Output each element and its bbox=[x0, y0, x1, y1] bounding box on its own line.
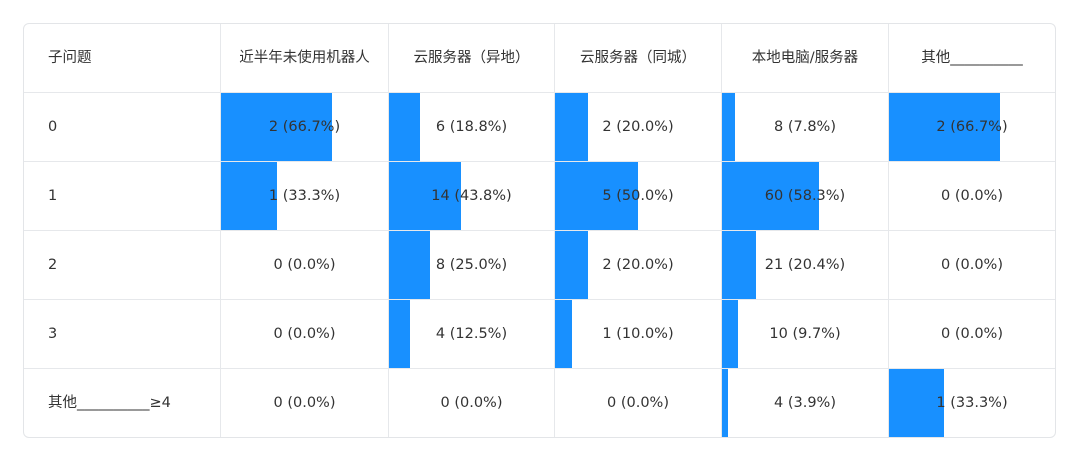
row-label-cell: 其他__________≥4 bbox=[24, 369, 221, 437]
data-cell: 0 (0.0%) bbox=[889, 231, 1055, 300]
cell-value: 60 (58.3%) bbox=[764, 188, 846, 204]
cell-value: 0 (0.0%) bbox=[273, 257, 336, 273]
cell-value: 1 (10.0%) bbox=[602, 326, 674, 342]
data-cell: 10 (9.7%) bbox=[722, 300, 889, 369]
cell-value: 14 (43.8%) bbox=[431, 188, 512, 204]
row-label: 其他__________≥4 bbox=[48, 395, 171, 411]
header-subquestion: 子问题 bbox=[24, 24, 221, 93]
row-label-cell: 3 bbox=[24, 300, 221, 369]
data-cell: 8 (7.8%) bbox=[722, 93, 889, 162]
cell-value: 0 (0.0%) bbox=[941, 257, 1003, 273]
row-label-cell: 2 bbox=[24, 231, 221, 300]
percentage-bar bbox=[889, 369, 945, 437]
crosstab-grid: 子问题 近半年未使用机器人 云服务器（异地） 云服务器（同城） 本地电脑/服务器 其他__… bbox=[24, 24, 1055, 437]
percentage-bar bbox=[555, 93, 589, 161]
cell-value: 0 (0.0%) bbox=[607, 395, 669, 411]
data-cell: 60 (58.3%) bbox=[722, 162, 889, 231]
percentage-bar bbox=[389, 300, 410, 368]
cell-value: 2 (20.0%) bbox=[602, 119, 674, 135]
data-cell: 1 (33.3%) bbox=[221, 162, 389, 231]
percentage-bar bbox=[555, 162, 638, 230]
cell-value: 10 (9.7%) bbox=[769, 326, 841, 342]
column-header-label: 子问题 bbox=[48, 50, 92, 66]
column-header: 云服务器（异地） bbox=[389, 24, 555, 93]
cell-value: 1 (33.3%) bbox=[936, 395, 1008, 411]
data-cell: 2 (20.0%) bbox=[555, 93, 722, 162]
column-header-label: 本地电脑/服务器 bbox=[751, 50, 859, 66]
percentage-bar bbox=[389, 231, 431, 299]
cell-value: 0 (0.0%) bbox=[440, 395, 503, 411]
percentage-bar bbox=[221, 93, 333, 161]
cell-value: 4 (12.5%) bbox=[435, 326, 508, 342]
percentage-bar bbox=[722, 300, 739, 368]
data-cell: 2 (20.0%) bbox=[555, 231, 722, 300]
percentage-bar bbox=[722, 162, 819, 230]
cell-value: 21 (20.4%) bbox=[764, 257, 846, 273]
column-header-label: 云服务器（异地） bbox=[413, 50, 530, 66]
column-header-label: 其他__________ bbox=[921, 50, 1023, 66]
cell-value: 0 (0.0%) bbox=[273, 395, 336, 411]
data-cell: 2 (66.7%) bbox=[889, 93, 1055, 162]
percentage-bar bbox=[722, 369, 729, 437]
data-cell: 21 (20.4%) bbox=[722, 231, 889, 300]
data-cell: 0 (0.0%) bbox=[889, 300, 1055, 369]
data-cell: 1 (10.0%) bbox=[555, 300, 722, 369]
data-cell: 0 (0.0%) bbox=[555, 369, 722, 437]
data-cell: 2 (66.7%) bbox=[221, 93, 389, 162]
column-header: 本地电脑/服务器 bbox=[722, 24, 889, 93]
data-cell: 0 (0.0%) bbox=[889, 162, 1055, 231]
cell-value: 0 (0.0%) bbox=[941, 188, 1003, 204]
cell-value: 4 (3.9%) bbox=[774, 395, 836, 411]
cell-value: 8 (7.8%) bbox=[774, 119, 836, 135]
cell-value: 2 (66.7%) bbox=[936, 119, 1008, 135]
cell-value: 5 (50.0%) bbox=[602, 188, 674, 204]
row-label-cell: 0 bbox=[24, 93, 221, 162]
cell-value: 2 (66.7%) bbox=[268, 119, 341, 135]
percentage-bar bbox=[221, 162, 277, 230]
cell-value: 0 (0.0%) bbox=[273, 326, 336, 342]
data-cell: 14 (43.8%) bbox=[389, 162, 555, 231]
cell-value: 6 (18.8%) bbox=[435, 119, 508, 135]
cell-value: 8 (25.0%) bbox=[435, 257, 508, 273]
row-label: 1 bbox=[48, 188, 58, 204]
percentage-bar bbox=[889, 93, 1000, 161]
data-cell: 1 (33.3%) bbox=[889, 369, 1055, 437]
cell-value: 1 (33.3%) bbox=[268, 188, 341, 204]
column-header: 其他__________ bbox=[889, 24, 1055, 93]
column-header-label: 云服务器（同城） bbox=[580, 50, 696, 66]
percentage-bar bbox=[555, 231, 589, 299]
row-label: 0 bbox=[48, 119, 58, 135]
column-header-label: 近半年未使用机器人 bbox=[239, 50, 370, 66]
cell-value: 2 (20.0%) bbox=[602, 257, 674, 273]
data-cell: 6 (18.8%) bbox=[389, 93, 555, 162]
crosstab-table: 子问题 近半年未使用机器人 云服务器（异地） 云服务器（同城） 本地电脑/服务器 其他__… bbox=[23, 23, 1056, 438]
data-cell: 4 (12.5%) bbox=[389, 300, 555, 369]
data-cell: 8 (25.0%) bbox=[389, 231, 555, 300]
data-cell: 5 (50.0%) bbox=[555, 162, 722, 231]
percentage-bar bbox=[722, 231, 756, 299]
row-label: 3 bbox=[48, 326, 58, 342]
percentage-bar bbox=[389, 162, 462, 230]
row-label: 2 bbox=[48, 257, 58, 273]
percentage-bar bbox=[555, 300, 572, 368]
percentage-bar bbox=[722, 93, 735, 161]
data-cell: 0 (0.0%) bbox=[389, 369, 555, 437]
data-cell: 0 (0.0%) bbox=[221, 369, 389, 437]
column-header: 云服务器（同城） bbox=[555, 24, 722, 93]
data-cell: 0 (0.0%) bbox=[221, 231, 389, 300]
column-header: 近半年未使用机器人 bbox=[221, 24, 389, 93]
percentage-bar bbox=[389, 93, 421, 161]
data-cell: 4 (3.9%) bbox=[722, 369, 889, 437]
data-cell: 0 (0.0%) bbox=[221, 300, 389, 369]
row-label-cell: 1 bbox=[24, 162, 221, 231]
cell-value: 0 (0.0%) bbox=[941, 326, 1003, 342]
